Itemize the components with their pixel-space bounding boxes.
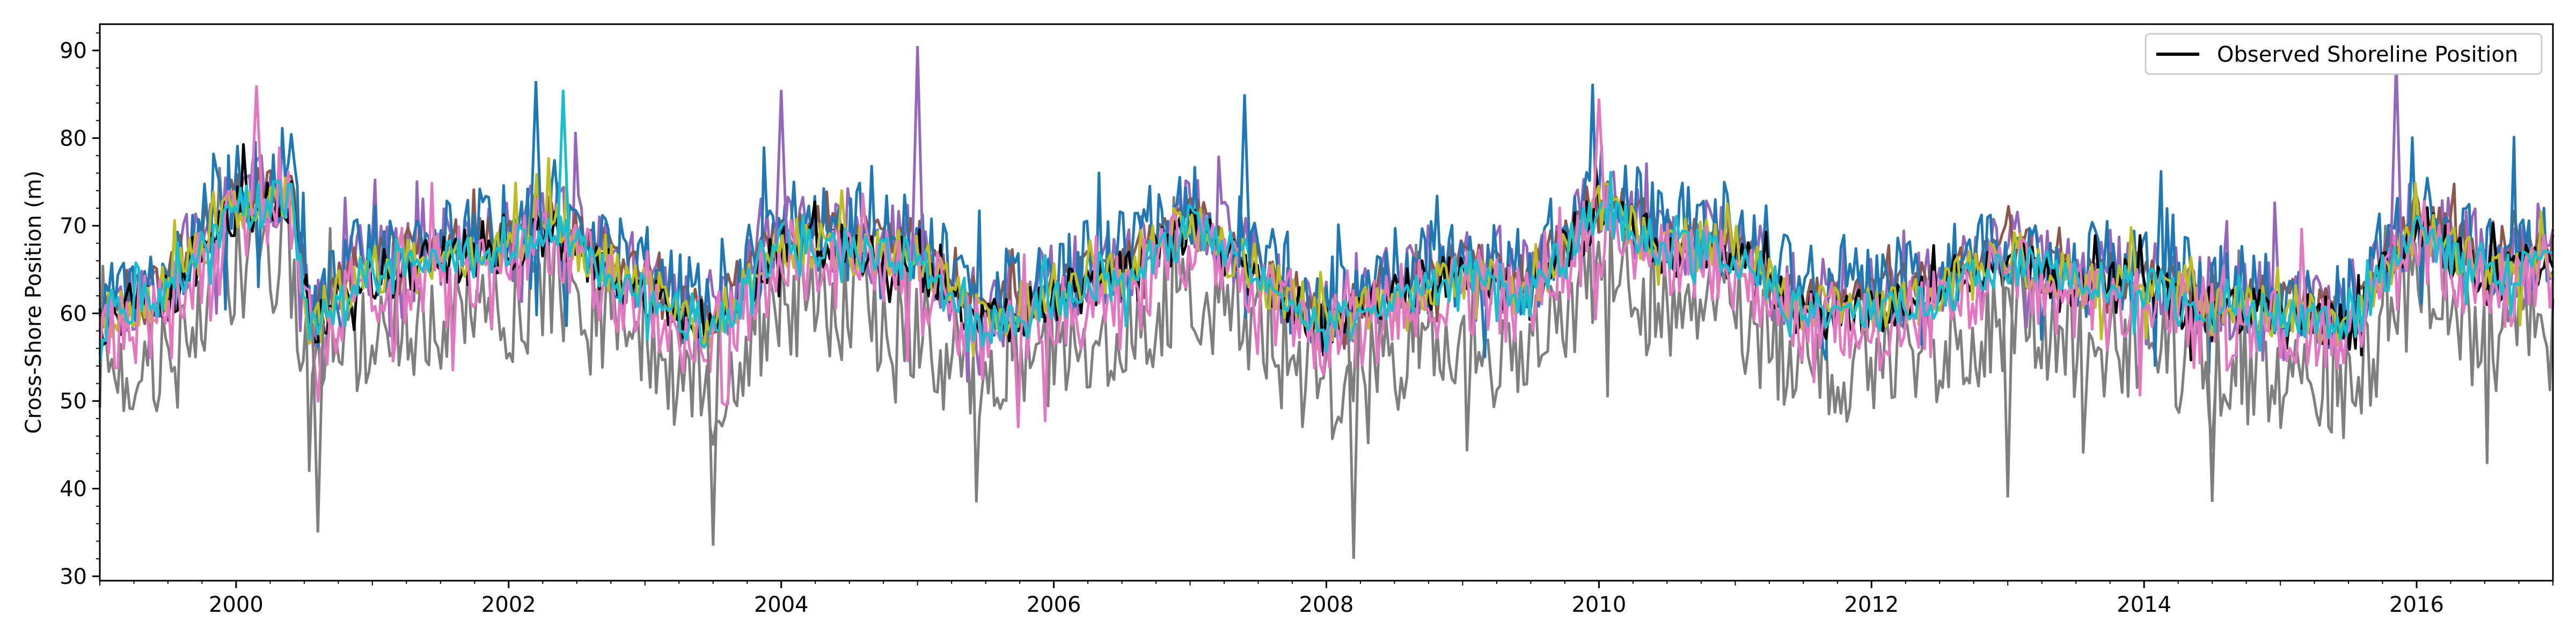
x-tick-label: 2004 (754, 592, 809, 617)
peak-mark-1 (250, 85, 264, 205)
peak-mark-2 (529, 81, 543, 235)
peak-mark-3 (556, 90, 570, 237)
y-axis-label: Cross-Shore Position (m) (21, 171, 46, 434)
series-layer (98, 83, 2555, 503)
x-tick-label: 2010 (1571, 592, 1626, 617)
peak-mark-4 (774, 90, 788, 244)
x-tick-label: 2000 (209, 592, 264, 617)
y-tick-label: 80 (60, 126, 87, 151)
peaks-layer (250, 46, 2403, 559)
y-tick-label: 50 (60, 389, 87, 414)
peak-mark-7 (1592, 98, 1606, 209)
y-tick-label: 40 (60, 477, 87, 502)
y-tick-label: 70 (60, 214, 87, 239)
x-tick-label: 2016 (2389, 592, 2444, 617)
legend-box (2145, 33, 2543, 75)
peak-mark-11 (1346, 317, 1360, 559)
peak-mark-10 (706, 331, 720, 546)
y-tick-label: 90 (60, 39, 87, 63)
y-tick-label: 60 (60, 302, 87, 326)
series-line-8 (98, 171, 2553, 364)
peak-mark-5 (911, 46, 925, 261)
peak-mark-6 (1238, 94, 1252, 268)
x-tick-label: 2002 (481, 592, 536, 617)
peak-mark-12 (2001, 260, 2015, 497)
x-tick-label: 2008 (1299, 592, 1354, 617)
peak-mark-13 (2205, 313, 2219, 502)
x-tick-label: 2014 (2117, 592, 2171, 617)
legend: Observed Shoreline Position (2145, 33, 2543, 75)
x-tick-label: 2006 (1027, 592, 1081, 617)
y-tick-label: 30 (60, 565, 87, 589)
peak-mark-9 (311, 323, 325, 533)
x-tick-label: 2012 (1844, 592, 1899, 617)
legend-entry-observed: Observed Shoreline Position (2217, 42, 2518, 67)
x-axis: 2000 2002 2004 2006 2008 2010 2012 2014 2016 (99, 581, 2553, 617)
y-axis: 30 40 50 60 70 80 90 (60, 32, 100, 589)
